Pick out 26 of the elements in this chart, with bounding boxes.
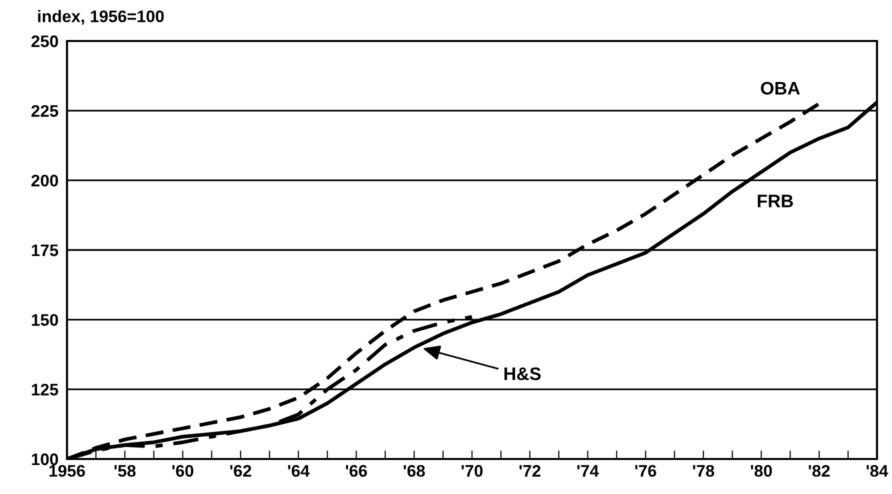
y-tick-label: 125	[32, 384, 58, 396]
x-tick-label: '64	[288, 464, 310, 477]
series-label: FRB	[758, 194, 793, 208]
x-tick-label: '78	[693, 464, 714, 477]
x-tick-label: '84	[866, 464, 888, 477]
x-tick-label: '76	[635, 464, 656, 477]
x-tick-label: '58	[114, 464, 136, 477]
x-tick-label: '72	[519, 464, 540, 477]
y-tick-label: 175	[32, 244, 58, 256]
series-label: OBA	[760, 82, 800, 95]
y-tick-label: 150	[32, 314, 58, 326]
x-tick-label: '66	[346, 464, 367, 477]
annotation: H&S	[504, 367, 541, 380]
x-tick-label: '74	[577, 465, 599, 477]
x-tick-label: '62	[230, 464, 252, 477]
y-axis-title: index, 1956=100	[38, 10, 164, 25]
y-tick-label: 200	[31, 174, 58, 187]
x-tick-label: '60	[172, 464, 194, 477]
x-tick-label: '70	[462, 464, 483, 477]
y-tick-label: 225	[31, 105, 58, 117]
x-tick-label: '80	[750, 464, 772, 477]
x-tick-label: '68	[404, 464, 425, 477]
x-tick-label: '82	[808, 464, 830, 477]
x-tick-label: 1956	[50, 464, 85, 477]
y-tick-label: 250	[31, 35, 58, 48]
y-tick-label: 100	[32, 453, 58, 466]
